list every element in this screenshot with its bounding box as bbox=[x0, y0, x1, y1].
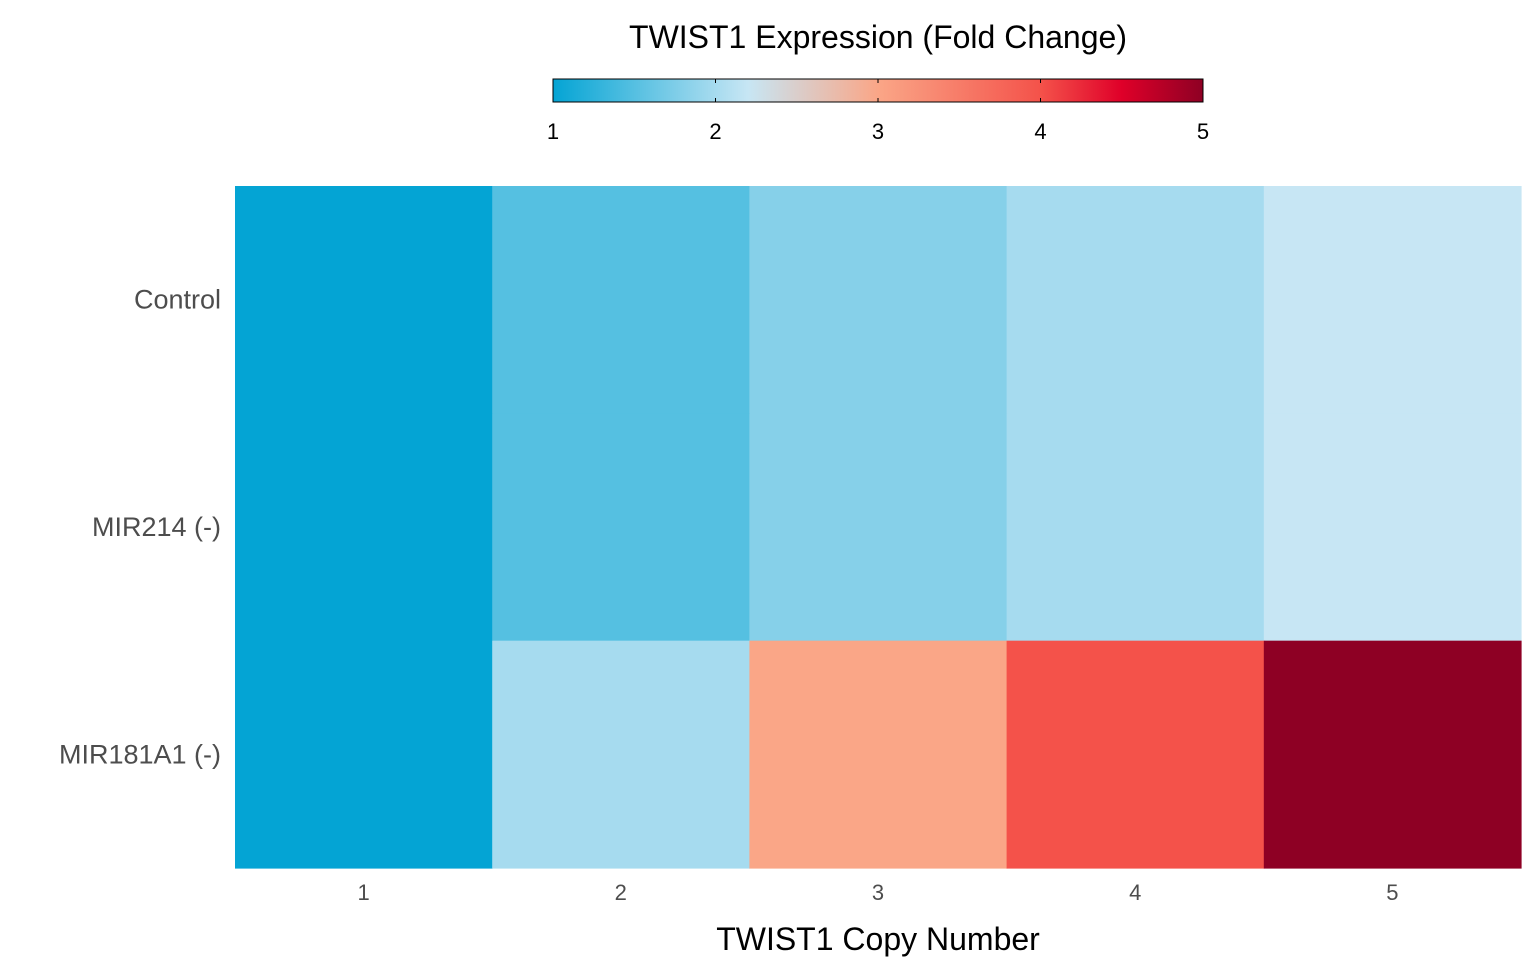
legend-tick-label: 2 bbox=[709, 119, 721, 144]
heatmap-cells bbox=[235, 186, 1522, 869]
heatmap-cell bbox=[492, 186, 750, 414]
heatmap-cell bbox=[1263, 640, 1522, 869]
legend-tick-label: 5 bbox=[1197, 119, 1209, 144]
x-tick-label: 2 bbox=[615, 880, 627, 905]
color-legend: 1 2 3 4 5 bbox=[547, 78, 1209, 144]
x-tick-label: 3 bbox=[872, 880, 884, 905]
heatmap-cell bbox=[492, 413, 750, 642]
heatmap-cell bbox=[749, 640, 1008, 869]
x-tick-label: 4 bbox=[1129, 880, 1141, 905]
heatmap-cell bbox=[235, 186, 493, 414]
heatmap-cell bbox=[1006, 186, 1265, 414]
heatmap-cell bbox=[235, 640, 493, 869]
heatmap-cell bbox=[749, 413, 1008, 642]
y-tick-label: MIR214 (-) bbox=[92, 512, 221, 542]
x-axis-title: TWIST1 Copy Number bbox=[716, 921, 1040, 957]
heatmap-cell bbox=[1263, 186, 1522, 414]
legend-tick-label: 1 bbox=[547, 119, 559, 144]
legend-tick-label: 3 bbox=[872, 119, 884, 144]
x-tick-label: 5 bbox=[1386, 880, 1398, 905]
x-tick-label: 1 bbox=[357, 880, 369, 905]
y-axis-labels: Control MIR214 (-) MIR181A1 (-) bbox=[59, 285, 221, 770]
x-axis-labels: 1 2 3 4 5 bbox=[357, 880, 1398, 905]
y-tick-label: MIR181A1 (-) bbox=[59, 739, 221, 769]
heatmap-cell bbox=[1263, 413, 1522, 642]
heatmap-cell bbox=[749, 186, 1008, 414]
heatmap-cell bbox=[1006, 413, 1265, 642]
heatmap-cell bbox=[492, 640, 750, 869]
y-tick-label: Control bbox=[134, 285, 221, 315]
heatmap-cell bbox=[235, 413, 493, 642]
legend-tick-label: 4 bbox=[1034, 119, 1046, 144]
heatmap-cell bbox=[1006, 640, 1265, 869]
legend-title: TWIST1 Expression (Fold Change) bbox=[629, 19, 1127, 55]
